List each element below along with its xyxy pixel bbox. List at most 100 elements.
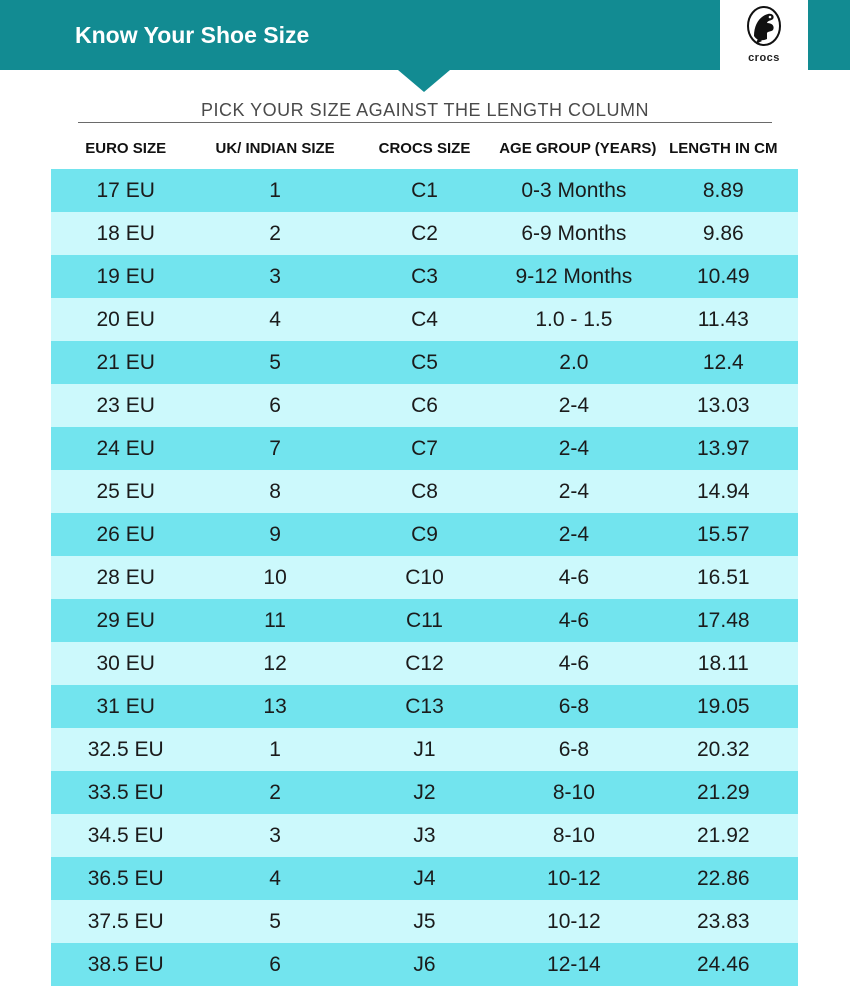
age-group-cell: 2-4: [558, 394, 590, 417]
crocs-size-cell: C13: [405, 695, 444, 718]
length-cm-cell: 17.48: [697, 609, 750, 632]
euro-size-cell: 36.5 EU: [87, 867, 164, 890]
table-row: 18 EU 2 C2 6-9 Months 9.86: [51, 212, 798, 255]
uk-indian-size-cell: 5: [269, 910, 281, 933]
crocs-size-cell: C2: [411, 222, 438, 245]
brand-name: crocs: [748, 52, 780, 64]
length-cm-cell: 16.51: [697, 566, 750, 589]
crocs-size-cell: C12: [405, 652, 444, 675]
length-cm-cell: 22.86: [697, 867, 750, 890]
crocs-size-cell: C11: [406, 609, 443, 632]
euro-size-cell: 31 EU: [96, 695, 155, 718]
age-group-cell: 2.0: [559, 351, 589, 374]
length-cm-cell: 9.86: [702, 222, 744, 245]
uk-indian-size-cell: 13: [263, 695, 287, 718]
page-title: Know Your Shoe Size: [75, 22, 310, 48]
brand-logo: crocs: [720, 0, 808, 70]
length-cm-cell: 13.97: [697, 437, 750, 460]
euro-size-cell: 18 EU: [96, 222, 155, 245]
age-group-cell: 10-12: [547, 867, 601, 890]
length-cm-cell: 20.32: [697, 738, 750, 761]
length-cm-cell: 11.43: [697, 308, 749, 331]
uk-indian-size-cell: 5: [269, 351, 281, 374]
crocs-size-cell: C3: [411, 265, 438, 288]
uk-indian-size-cell: 6: [269, 394, 281, 417]
length-cm-cell: 19.05: [697, 695, 750, 718]
age-group-cell: 10-12: [547, 910, 601, 933]
table-row: 25 EU 8 C8 2-4 14.94: [51, 470, 798, 513]
table-row: 23 EU 6 C6 2-4 13.03: [51, 384, 798, 427]
uk-indian-size-cell: 8: [269, 480, 281, 503]
uk-indian-size-cell: 12: [263, 652, 287, 675]
table-header: EURO SIZE UK/ INDIAN SIZE CROCS SIZE AGE…: [51, 140, 798, 160]
crocs-size-cell: C4: [411, 308, 438, 331]
uk-indian-size-cell: 10: [263, 566, 287, 589]
length-cm-cell: 23.83: [697, 910, 750, 933]
euro-size-cell: 21 EU: [96, 351, 155, 374]
uk-indian-size-cell: 2: [269, 222, 281, 245]
table-row: 33.5 EU 2 J2 8-10 21.29: [51, 771, 798, 814]
euro-size-cell: 32.5 EU: [87, 738, 164, 761]
length-cm-cell: 24.46: [697, 953, 750, 976]
length-cm-cell: 14.94: [697, 480, 750, 503]
age-group-cell: 9-12 Months: [515, 265, 633, 288]
age-group-cell: 6-8: [558, 738, 590, 761]
euro-size-cell: 24 EU: [96, 437, 155, 460]
column-header-uk-indian-size: UK/ INDIAN SIZE: [215, 140, 335, 157]
euro-size-cell: 30 EU: [96, 652, 155, 675]
age-group-cell: 4-6: [558, 609, 590, 632]
euro-size-cell: 23 EU: [96, 394, 155, 417]
table-row: 37.5 EU 5 J5 10-12 23.83: [51, 900, 798, 943]
length-cm-cell: 18.11: [697, 652, 749, 675]
euro-size-cell: 20 EU: [96, 308, 155, 331]
age-group-cell: 0-3 Months: [521, 179, 627, 202]
age-group-cell: 2-4: [558, 523, 590, 546]
header-banner: Know Your Shoe Size crocs: [0, 0, 850, 70]
table-subtitle: PICK YOUR SIZE AGAINST THE LENGTH COLUMN: [200, 100, 650, 120]
length-cm-cell: 21.29: [697, 781, 750, 804]
table-row: 24 EU 7 C7 2-4 13.97: [51, 427, 798, 470]
table-row: 32.5 EU 1 J1 6-8 20.32: [51, 728, 798, 771]
euro-size-cell: 33.5 EU: [87, 781, 164, 804]
header-pointer: [398, 70, 450, 92]
crocs-size-cell: C6: [411, 394, 438, 417]
crocs-size-cell: J6: [413, 953, 436, 976]
length-cm-cell: 15.57: [697, 523, 750, 546]
age-group-cell: 8-10: [552, 824, 595, 847]
table-row: 34.5 EU 3 J3 8-10 21.92: [51, 814, 798, 857]
euro-size-cell: 29 EU: [96, 609, 155, 632]
euro-size-cell: 37.5 EU: [87, 910, 164, 933]
crocs-size-cell: C10: [405, 566, 444, 589]
table-row: 21 EU 5 C5 2.0 12.4: [51, 341, 798, 384]
uk-indian-size-cell: 7: [269, 437, 281, 460]
table-row: 31 EU 13 C13 6-8 19.05: [51, 685, 798, 728]
column-header-age-group: AGE GROUP (YEARS): [499, 140, 657, 157]
crocodile-mascot-icon: [747, 6, 781, 46]
euro-size-cell: 34.5 EU: [87, 824, 164, 847]
euro-size-cell: 28 EU: [96, 566, 155, 589]
euro-size-cell: 38.5 EU: [87, 953, 164, 976]
subtitle-divider: [78, 122, 772, 123]
crocs-size-cell: C7: [411, 437, 438, 460]
table-row: 28 EU 10 C10 4-6 16.51: [51, 556, 798, 599]
uk-indian-size-cell: 4: [269, 308, 281, 331]
crocs-size-cell: J1: [413, 738, 436, 761]
table-row: 19 EU 3 C3 9-12 Months 10.49: [51, 255, 798, 298]
uk-indian-size-cell: 1: [269, 738, 281, 761]
age-group-cell: 8-10: [552, 781, 595, 804]
length-cm-cell: 21.92: [697, 824, 750, 847]
table-row: 20 EU 4 C4 1.0 - 1.5 11.43: [51, 298, 798, 341]
length-cm-cell: 8.89: [702, 179, 744, 202]
age-group-cell: 4-6: [558, 652, 590, 675]
uk-indian-size-cell: 3: [269, 824, 281, 847]
uk-indian-size-cell: 2: [269, 781, 281, 804]
crocs-size-cell: C8: [411, 480, 438, 503]
uk-indian-size-cell: 11: [264, 609, 286, 632]
euro-size-cell: 25 EU: [96, 480, 155, 503]
table-row: 30 EU 12 C12 4-6 18.11: [51, 642, 798, 685]
crocs-size-cell: J5: [413, 910, 436, 933]
uk-indian-size-cell: 6: [269, 953, 281, 976]
age-group-cell: 12-14: [547, 953, 601, 976]
table-row: 17 EU 1 C1 0-3 Months 8.89: [51, 169, 798, 212]
column-header-euro-size: EURO SIZE: [85, 140, 167, 157]
